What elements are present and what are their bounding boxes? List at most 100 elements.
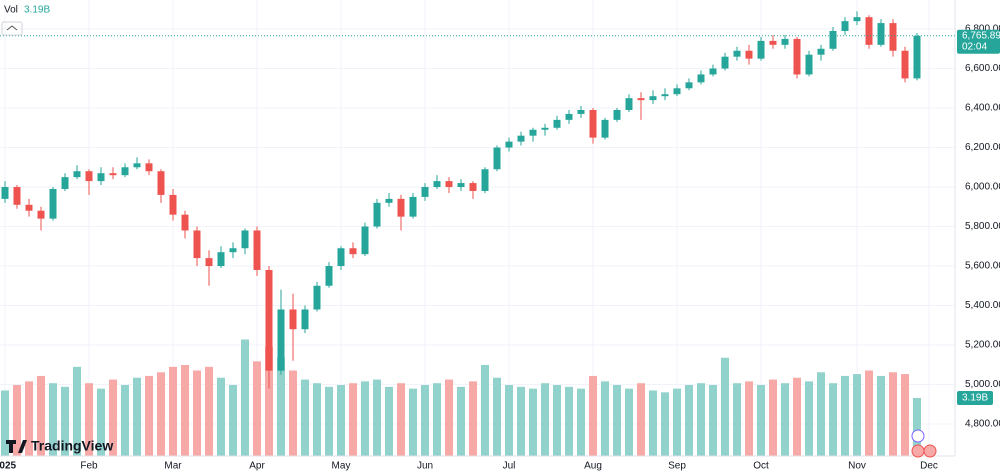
- candle-body: [769, 40, 777, 45]
- volume-bar: [553, 385, 561, 456]
- volume-bar: [853, 374, 861, 456]
- candle-body: [613, 110, 621, 120]
- countdown: 02:04: [962, 41, 987, 52]
- candle-body: [109, 173, 117, 176]
- candle-body: [553, 119, 561, 128]
- candle-body: [433, 181, 441, 188]
- volume-bar: [865, 370, 873, 456]
- x-tick-label: Dec: [920, 461, 938, 472]
- candle-body: [457, 183, 465, 188]
- volume-bar: [529, 388, 537, 456]
- candle-body: [601, 119, 609, 138]
- candle-body: [481, 169, 489, 191]
- volume-bar: [361, 381, 369, 456]
- candle-body: [13, 187, 21, 205]
- volume-bar: [373, 379, 381, 456]
- candle-body: [661, 94, 669, 97]
- candle-body: [397, 198, 405, 217]
- volume-bar: [397, 383, 405, 456]
- volume-bar: [253, 361, 261, 456]
- y-tick-label: 5,200.00: [965, 340, 1000, 351]
- volume-bar: [817, 372, 825, 456]
- volume-bar: [61, 386, 69, 456]
- x-tick-label: Nov: [848, 461, 866, 472]
- x-tick-label: Mar: [164, 461, 182, 472]
- volume-bar: [241, 339, 249, 456]
- x-tick-label: Aug: [584, 461, 602, 472]
- volume-bar: [421, 385, 429, 456]
- candle-body: [901, 50, 909, 79]
- volume-bar: [721, 357, 729, 456]
- volume-bar: [697, 383, 705, 456]
- volume-bar: [205, 366, 213, 456]
- candle-body: [145, 163, 153, 172]
- volume-bar: [637, 383, 645, 456]
- volume-bar: [481, 365, 489, 456]
- candle-body: [157, 171, 165, 195]
- volume-bar: [505, 385, 513, 456]
- collapse-button[interactable]: [1, 21, 23, 36]
- candle-body: [301, 309, 309, 330]
- candle-body: [373, 202, 381, 227]
- volume-bar: [745, 381, 753, 456]
- volume-bar: [445, 379, 453, 456]
- candle-body: [349, 248, 357, 255]
- candle-body: [853, 17, 861, 22]
- last-volume-box: [957, 390, 993, 405]
- candle-body: [877, 23, 885, 45]
- event-icon[interactable]: [911, 429, 925, 443]
- x-tick-label: May: [332, 461, 351, 472]
- candle-body: [121, 167, 129, 176]
- last-volume-label: 3.19B: [962, 393, 988, 404]
- candle-body: [793, 38, 801, 75]
- candle-body: [409, 196, 417, 217]
- candle-body: [1, 187, 9, 199]
- x-tick-label: Jul: [503, 461, 516, 472]
- volume-bar: [769, 379, 777, 456]
- volume-bar: [193, 370, 201, 456]
- candle-body: [673, 88, 681, 95]
- last-price-box: [957, 29, 1000, 54]
- volume-bar: [313, 383, 321, 456]
- volume-bar: [97, 388, 105, 456]
- candle-body: [193, 230, 201, 259]
- volume-bar: [301, 379, 309, 456]
- volume-bar: [517, 386, 525, 456]
- candle-body: [745, 50, 753, 59]
- candle-body: [385, 198, 393, 203]
- candle-body: [829, 31, 837, 49]
- candle-body: [325, 266, 333, 286]
- candle-body: [649, 96, 657, 101]
- volume-bar: [433, 383, 441, 456]
- x-tick-label: Oct: [753, 461, 769, 472]
- logo: TradingView: [6, 438, 113, 454]
- candle-body: [817, 48, 825, 55]
- candle-body: [49, 188, 57, 219]
- volume-bar: [145, 375, 153, 456]
- volume-bar: [685, 385, 693, 456]
- candle-body: [757, 40, 765, 59]
- volume-bar: [781, 383, 789, 456]
- y-tick-label: 5,800.00: [965, 221, 1000, 232]
- candle-body: [781, 38, 789, 45]
- y-tick-label: 6,800.00: [965, 24, 1000, 35]
- candle-body: [517, 135, 525, 142]
- volume-bar: [457, 386, 465, 456]
- candle-body: [589, 110, 597, 138]
- candle-body: [289, 309, 297, 330]
- flag-icon[interactable]: [911, 444, 925, 458]
- candle-body: [505, 141, 513, 148]
- volume-bar: [673, 388, 681, 456]
- candle-body: [217, 252, 225, 267]
- candle-body: [253, 230, 261, 270]
- y-tick-label: 4,800.00: [965, 419, 1000, 430]
- volume-bar: [577, 388, 585, 456]
- volume-bar: [877, 375, 885, 456]
- volume-bar: [601, 381, 609, 456]
- volume-bar: [85, 383, 93, 456]
- candle-body: [721, 56, 729, 69]
- flag-icon[interactable]: [923, 444, 937, 458]
- candle-body: [205, 258, 213, 267]
- candle-body: [241, 230, 249, 249]
